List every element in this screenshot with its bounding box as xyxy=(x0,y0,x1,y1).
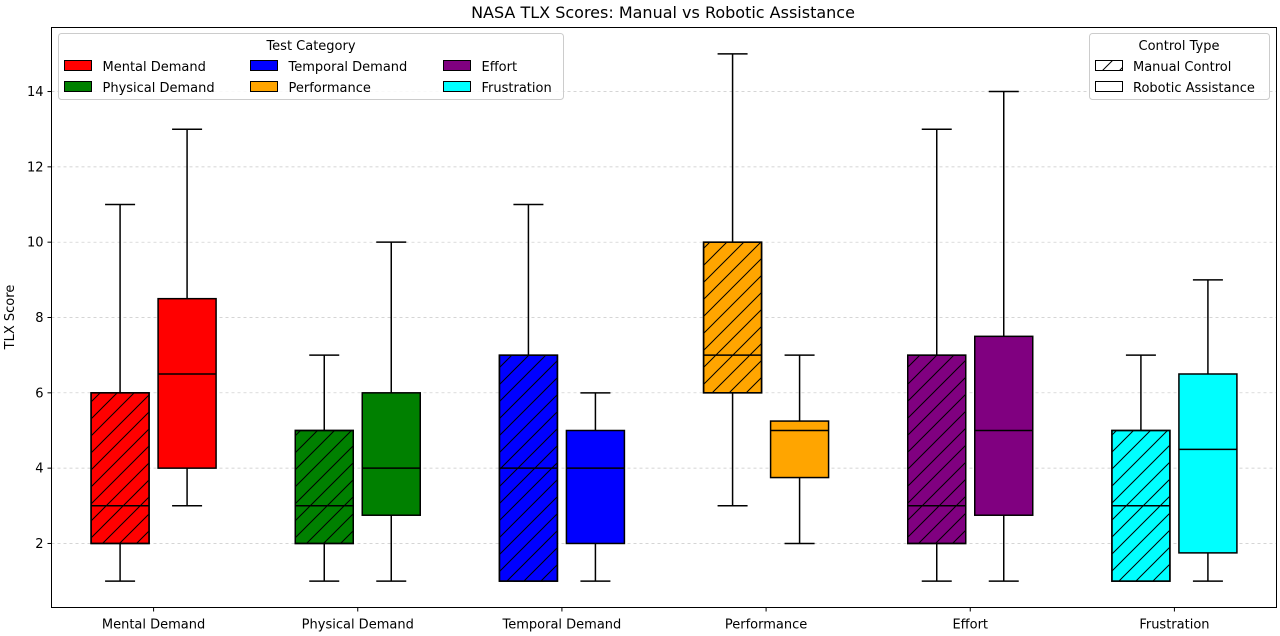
y-tick-label: 8 xyxy=(35,311,43,326)
box-hatch xyxy=(90,392,150,545)
legend-swatch-physical-demand xyxy=(64,81,92,92)
y-axis-label: TLX Score xyxy=(3,285,18,351)
y-tick-label: 6 xyxy=(35,386,43,401)
legend-swatch-performance xyxy=(250,81,278,92)
legend-label-physical-demand: Physical Demand xyxy=(103,81,215,96)
box-robotic-effort xyxy=(974,90,1034,582)
legend-category-frame xyxy=(58,33,564,100)
x-tick-label: Frustration xyxy=(1139,618,1209,633)
legend-category: Test Category Mental Demand Physical Dema… xyxy=(58,33,564,100)
box-hatch xyxy=(907,354,967,545)
legend-swatch-temporal-demand xyxy=(250,60,278,71)
box-robotic-mental-demand xyxy=(157,128,217,507)
box-body xyxy=(769,420,830,479)
box-robotic-temporal-demand xyxy=(565,392,626,582)
x-tick-label: Performance xyxy=(725,618,807,633)
legend-label-frustration: Frustration xyxy=(482,81,552,96)
box-hatch xyxy=(294,429,354,545)
box-body xyxy=(974,335,1034,516)
x-tick-label: Physical Demand xyxy=(302,618,414,633)
box-manual-mental-demand xyxy=(90,203,150,582)
legend-label-temporal-demand: Temporal Demand xyxy=(288,60,408,75)
box-manual-effort xyxy=(907,128,967,582)
legend-category-title: Test Category xyxy=(265,39,355,54)
box-body xyxy=(1178,373,1238,554)
box-body xyxy=(565,429,626,545)
box-body xyxy=(157,297,217,469)
box-manual-physical-demand xyxy=(294,354,354,582)
legend-label-mental-demand: Mental Demand xyxy=(103,60,206,75)
chart-title: NASA TLX Scores: Manual vs Robotic Assis… xyxy=(471,3,855,22)
x-tick-label: Effort xyxy=(952,618,988,633)
legend-control-robotic: Robotic Assistance xyxy=(1133,81,1255,96)
box-manual-performance xyxy=(702,53,763,507)
box-robotic-frustration xyxy=(1178,279,1238,582)
legend-label-performance: Performance xyxy=(289,81,371,96)
legend-control-frame xyxy=(1089,33,1270,100)
box-manual-temporal-demand xyxy=(498,203,559,582)
x-tick-label: Temporal Demand xyxy=(502,618,622,633)
box-manual-frustration xyxy=(1111,354,1171,582)
y-axis: 2 4 6 8 10 12 14 xyxy=(27,85,52,552)
y-tick-label: 2 xyxy=(35,537,43,552)
legend-swatch-manual-hatch xyxy=(1095,60,1123,71)
legend-label-effort: Effort xyxy=(482,60,518,75)
legend-swatch-mental-demand xyxy=(64,60,92,71)
y-tick-label: 12 xyxy=(27,160,44,175)
legend-swatch-robotic xyxy=(1095,81,1123,92)
legend-swatch-effort xyxy=(443,60,471,71)
y-tick-label: 4 xyxy=(35,462,43,477)
grid-lines xyxy=(51,91,1277,544)
x-tick-label: Mental Demand xyxy=(102,618,205,633)
box-robotic-performance xyxy=(769,354,830,545)
box-robotic-physical-demand xyxy=(361,241,421,582)
x-axis: Mental Demand Physical Demand Temporal Dem… xyxy=(102,607,1210,633)
legend-control-manual: Manual Control xyxy=(1133,60,1231,75)
legend-control: Control Type Manual Control Robotic Assi… xyxy=(1089,33,1270,100)
y-tick-label: 14 xyxy=(27,85,44,100)
box-body xyxy=(361,392,421,516)
legend-control-title: Control Type xyxy=(1139,39,1220,54)
legend-swatch-frustration xyxy=(443,81,471,92)
box-hatch xyxy=(702,241,763,394)
boxes-layer xyxy=(90,53,1238,582)
y-tick-label: 10 xyxy=(27,236,44,251)
